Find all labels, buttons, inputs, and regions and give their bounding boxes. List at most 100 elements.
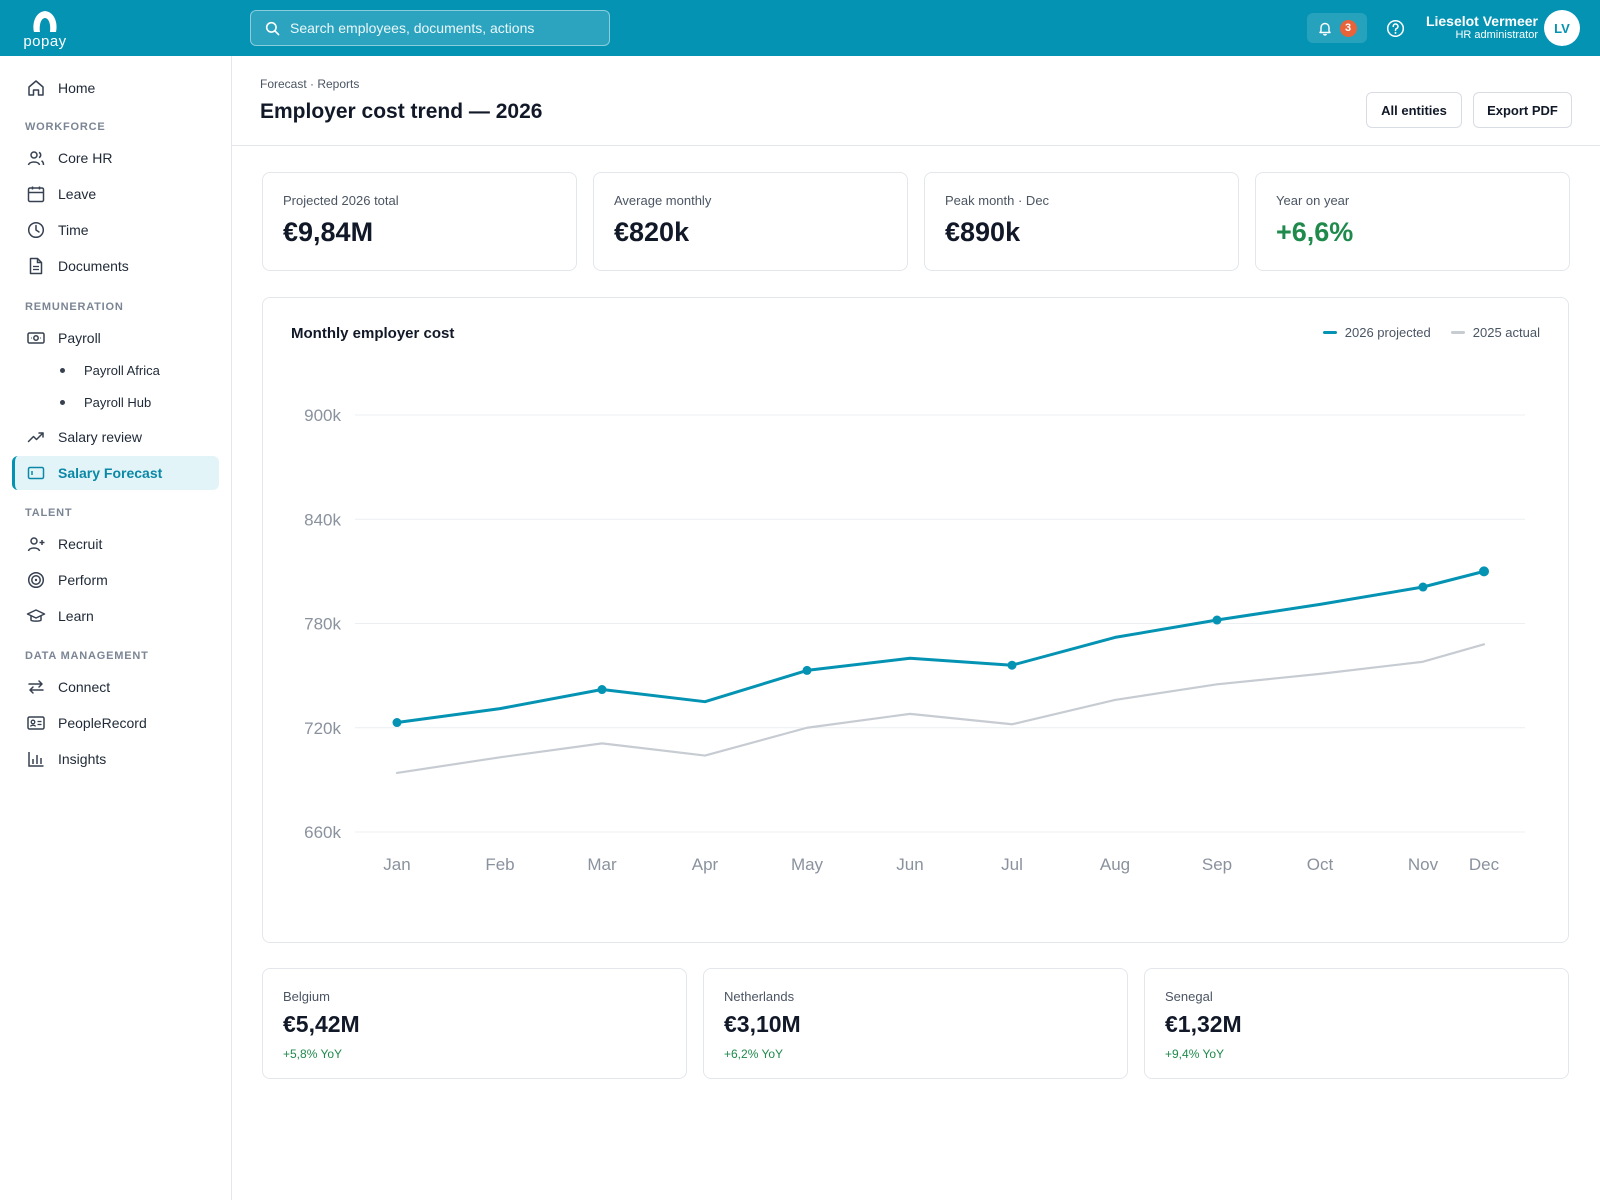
global-search-input[interactable]: Search employees, documents, actions: [250, 10, 610, 46]
sidebar-subitem-payroll-africa[interactable]: Payroll Africa: [60, 358, 160, 382]
sidebar-section-workforce: WORKFORCE: [25, 121, 106, 133]
banknote-icon: [27, 332, 45, 344]
sidebar-item-salary-forecast[interactable]: Salary Forecast: [12, 456, 219, 490]
data-point: [1418, 582, 1428, 592]
document-icon: [29, 257, 43, 275]
kpi-label: Peak month · Dec: [945, 193, 1050, 208]
sidebar-item-time[interactable]: Time: [12, 213, 219, 247]
sidebar-item-people-record[interactable]: PeopleRecord: [12, 706, 219, 740]
x-tick-label: Nov: [1408, 855, 1439, 874]
sidebar-item-learn[interactable]: Learn: [12, 599, 219, 633]
y-tick-label: 720k: [304, 719, 341, 738]
breadcrumb[interactable]: Forecast · Reports: [260, 77, 360, 91]
kpi-label: Year on year: [1276, 193, 1350, 208]
series-line-2026-projected: [395, 569, 1486, 725]
sidebar-item-label: Documents: [58, 258, 129, 274]
data-point: [802, 665, 812, 675]
sidebar-item-insights[interactable]: Insights: [12, 742, 219, 776]
x-tick-label: Feb: [485, 855, 514, 874]
arrows-exchange-icon: [28, 680, 44, 694]
x-tick-label: Jan: [383, 855, 410, 874]
x-tick-label: May: [791, 855, 824, 874]
sidebar-item-label: Payroll: [58, 330, 101, 346]
sidebar-item-leave[interactable]: Leave: [12, 177, 219, 211]
sidebar-item-perform[interactable]: Perform: [12, 563, 219, 597]
x-tick-label: Sep: [1202, 855, 1232, 874]
line-chart: 900k 840k 780k 720k 660k Jan Feb Mar Apr May Jun Ju…: [304, 406, 1525, 874]
export-pdf-button[interactable]: Export PDF: [1473, 92, 1572, 128]
sidebar-item-label: Time: [58, 222, 89, 238]
avatar[interactable]: LV: [1544, 10, 1580, 46]
sidebar-item-label: Connect: [58, 679, 111, 695]
bell-icon: [1318, 22, 1331, 36]
top-bar: popay Search employees, documents, actio…: [0, 0, 1600, 56]
sidebar-subitem-label: Payroll Africa: [84, 362, 160, 378]
country-value: €1,32M: [1165, 1011, 1242, 1037]
x-tick-label: Aug: [1100, 855, 1130, 874]
home-icon: [28, 80, 44, 96]
sidebar-item-label: Salary review: [58, 429, 143, 445]
sidebar: Home WORKFORCE Core HR Leave Time Docume…: [0, 56, 232, 1200]
user-info[interactable]: Lieselot Vermeer HR administrator: [1426, 13, 1538, 42]
forecast-card-icon: [27, 466, 45, 480]
popay-logo[interactable]: popay: [18, 8, 72, 50]
kpi-card-average-monthly: Average monthly €820k: [593, 172, 908, 271]
sidebar-subitem-payroll-hub[interactable]: Payroll Hub: [60, 390, 151, 414]
id-card-icon: [27, 716, 45, 730]
country-yoy: +9,4% YoY: [1165, 1047, 1225, 1061]
y-tick-label: 660k: [304, 823, 341, 842]
all-entities-button[interactable]: All entities: [1366, 92, 1462, 128]
notifications-badge: 3: [1339, 19, 1357, 37]
kpi-card-year-on-year: Year on year +6,6%: [1255, 172, 1570, 271]
data-point: [1007, 660, 1017, 670]
series-line-2025-actual: [395, 643, 1486, 775]
help-button[interactable]: [1384, 17, 1406, 39]
legend-item-2025[interactable]: 2025 actual: [1450, 325, 1540, 340]
legend-item-2026[interactable]: 2026 projected: [1322, 325, 1431, 340]
bullet-icon: [60, 399, 65, 405]
kpi-label: Average monthly: [614, 193, 712, 208]
bullet-icon: [60, 367, 65, 373]
data-point: [392, 718, 402, 728]
sidebar-item-documents[interactable]: Documents: [12, 249, 219, 283]
kpi-value: €820k: [614, 217, 690, 247]
y-tick-label: 780k: [304, 615, 341, 634]
sidebar-item-core-hr[interactable]: Core HR: [12, 141, 219, 175]
search-placeholder: Search employees, documents, actions: [290, 20, 535, 36]
kpi-label: Projected 2026 total: [283, 193, 399, 208]
calendar-icon: [27, 186, 45, 203]
data-point: [1212, 615, 1222, 625]
users-icon: [27, 151, 45, 166]
country-card-netherlands[interactable]: Netherlands €3,10M +6,2% YoY: [703, 968, 1128, 1079]
country-card-senegal[interactable]: Senegal €1,32M +9,4% YoY: [1144, 968, 1569, 1079]
x-tick-label: Jun: [896, 855, 923, 874]
kpi-value: €890k: [945, 217, 1021, 247]
country-value: €3,10M: [724, 1011, 801, 1037]
country-name: Belgium: [283, 989, 330, 1004]
logo-text: popay: [23, 33, 67, 50]
sidebar-item-connect[interactable]: Connect: [12, 670, 219, 704]
logo-mark-icon: [33, 11, 57, 32]
legend-label: 2026 projected: [1344, 325, 1431, 340]
legend-swatch: [1450, 331, 1465, 334]
page-header: Forecast · Reports Employer cost trend —…: [232, 56, 1600, 146]
legend-label: 2025 actual: [1472, 325, 1540, 340]
country-card-belgium[interactable]: Belgium €5,42M +5,8% YoY: [262, 968, 687, 1079]
sidebar-item-label: Recruit: [58, 536, 103, 552]
sidebar-item-label: Salary Forecast: [58, 465, 163, 481]
country-name: Netherlands: [724, 989, 795, 1004]
legend-swatch: [1322, 331, 1337, 334]
page-title: Employer cost trend — 2026: [260, 100, 543, 123]
sidebar-subitem-label: Payroll Hub: [84, 394, 152, 410]
notifications-button[interactable]: 3: [1307, 13, 1367, 43]
sidebar-item-salary-review[interactable]: Salary review: [12, 420, 219, 454]
sidebar-item-home[interactable]: Home: [12, 71, 219, 105]
sidebar-item-label: Insights: [58, 751, 107, 767]
user-role: HR administrator: [1455, 29, 1538, 41]
search-icon: [265, 21, 280, 35]
sidebar-item-label: Leave: [58, 186, 97, 202]
clock-icon: [27, 221, 45, 239]
sidebar-item-payroll[interactable]: Payroll: [12, 321, 219, 355]
sidebar-item-recruit[interactable]: Recruit: [12, 527, 219, 561]
x-tick-label: Dec: [1469, 855, 1500, 874]
